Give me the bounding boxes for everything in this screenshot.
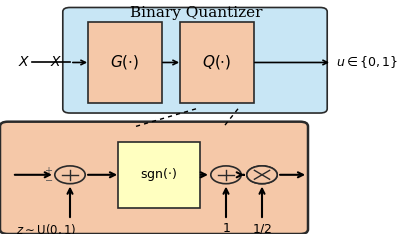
- Circle shape: [247, 166, 277, 184]
- Text: Binary Quantizer: Binary Quantizer: [130, 6, 262, 20]
- FancyBboxPatch shape: [180, 22, 254, 103]
- Text: $X$: $X$: [50, 55, 62, 69]
- FancyBboxPatch shape: [0, 122, 308, 234]
- FancyBboxPatch shape: [118, 142, 200, 208]
- Text: $-$: $-$: [44, 174, 53, 184]
- Text: $u \in \{0,1\}$: $u \in \{0,1\}$: [336, 55, 398, 70]
- FancyBboxPatch shape: [88, 22, 162, 103]
- Text: $z \sim \mathrm{U}(0,1)$: $z \sim \mathrm{U}(0,1)$: [16, 222, 76, 234]
- Circle shape: [55, 166, 85, 184]
- Text: $1/2$: $1/2$: [252, 222, 272, 234]
- Circle shape: [247, 166, 277, 184]
- FancyBboxPatch shape: [63, 7, 327, 113]
- Text: $Q(\cdot)$: $Q(\cdot)$: [202, 54, 232, 71]
- Text: $\mathrm{sgn}(\cdot)$: $\mathrm{sgn}(\cdot)$: [140, 166, 178, 183]
- Text: $+$: $+$: [44, 165, 53, 176]
- Text: $X$: $X$: [18, 55, 30, 69]
- Text: $1$: $1$: [222, 222, 230, 234]
- Circle shape: [211, 166, 241, 184]
- Text: $G(\cdot)$: $G(\cdot)$: [110, 54, 140, 71]
